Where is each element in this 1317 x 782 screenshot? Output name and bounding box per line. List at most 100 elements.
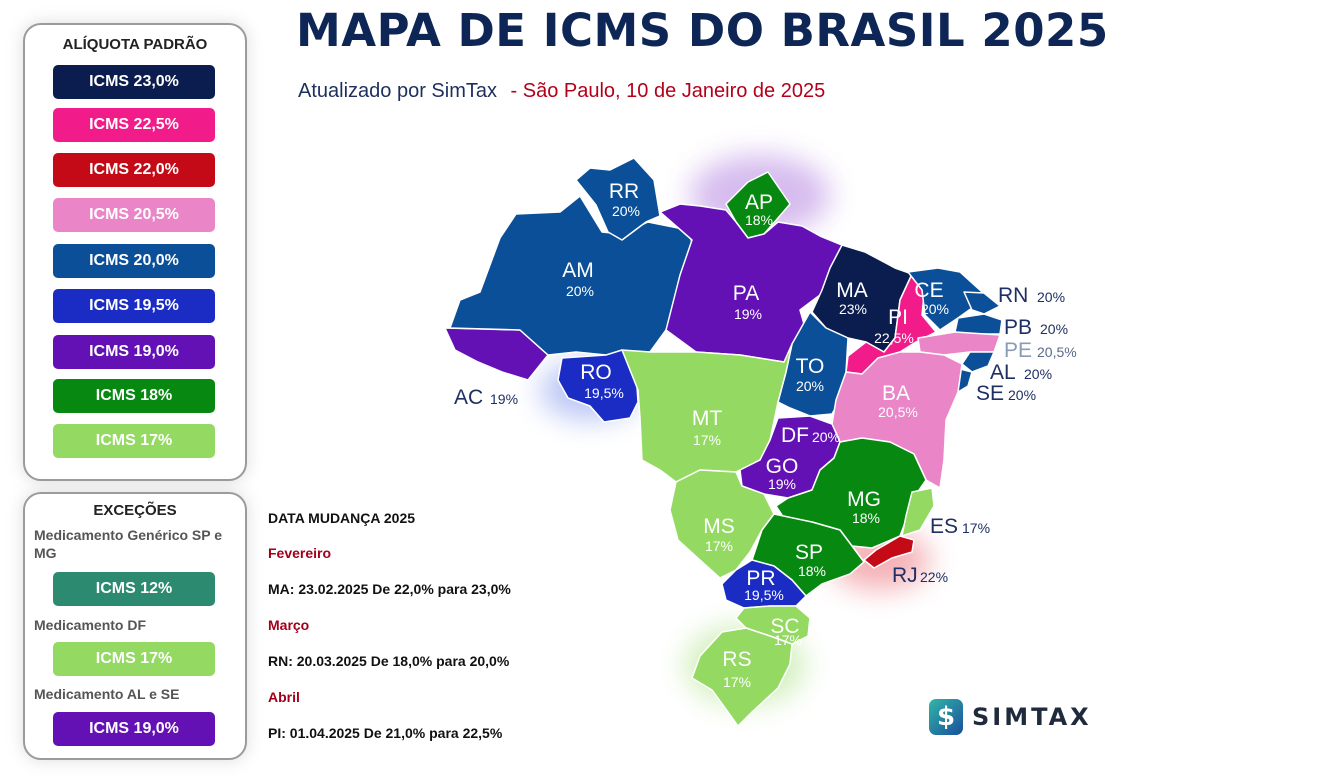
legend-item-icms-19-5: ICMS 19,5% xyxy=(53,289,215,323)
state-code-se: SE xyxy=(976,382,1004,405)
state-shape-ms[interactable] xyxy=(669,469,775,579)
state-code-pe: PE xyxy=(1004,339,1032,362)
state-rate-pi: 22,5% xyxy=(874,330,914,346)
state-rate-pa: 19% xyxy=(734,306,762,322)
state-rate-ms: 17% xyxy=(705,538,733,554)
state-shape-al[interactable] xyxy=(961,351,995,373)
legend-panel: ALÍQUOTA PADRÃO ICMS 23,0% ICMS 22,5% IC… xyxy=(23,23,247,481)
state-rate-pb: 20% xyxy=(1040,321,1068,337)
exceptions-title: EXCEÇÕES xyxy=(93,502,177,519)
change-month-abril: Abril xyxy=(268,689,300,705)
change-month-marco: Março xyxy=(268,617,310,633)
state-code-pb: PB xyxy=(1004,316,1032,339)
state-shape-ro[interactable] xyxy=(557,349,639,423)
state-rate-rs: 17% xyxy=(723,674,751,690)
state-code-ma: MA xyxy=(836,279,868,302)
state-rate-se: 20% xyxy=(1008,387,1036,403)
state-rate-ce: 20% xyxy=(921,301,949,317)
dollar-logo-icon: $ xyxy=(929,699,963,735)
state-rate-rn: 20% xyxy=(1037,289,1065,305)
simtax-logo: $ SIMTAX xyxy=(929,699,1092,735)
state-rate-ba: 20,5% xyxy=(878,404,918,420)
subtitle-date: - São Paulo, 10 de Janeiro de 2025 xyxy=(510,80,826,102)
exceptions-panel: EXCEÇÕES Medicamento Genérico SP e MG IC… xyxy=(23,492,247,760)
subtitle-author: Atualizado por SimTax xyxy=(298,80,497,102)
state-rate-al: 20% xyxy=(1024,366,1052,382)
state-code-ce: CE xyxy=(914,279,943,302)
state-rate-ro: 19,5% xyxy=(584,385,624,401)
state-code-go: GO xyxy=(766,455,799,478)
subtitle: Atualizado por SimTax - São Paulo, 10 de… xyxy=(298,80,825,103)
legend-item-icms-18: ICMS 18% xyxy=(53,379,215,413)
state-rate-mt: 17% xyxy=(693,432,721,448)
state-code-to: TO xyxy=(796,355,825,378)
state-code-mg: MG xyxy=(847,488,881,511)
state-rate-ap: 18% xyxy=(745,212,773,228)
state-rate-pr: 19,5% xyxy=(744,587,784,603)
state-shape-ce[interactable] xyxy=(907,267,983,331)
state-code-ba: BA xyxy=(882,382,910,405)
state-code-am: AM xyxy=(562,259,594,282)
state-rate-mg: 18% xyxy=(852,510,880,526)
state-code-rr: RR xyxy=(609,180,639,203)
legend-title: ALÍQUOTA PADRÃO xyxy=(62,36,208,53)
state-labels: RR 20% AP 18% AM 20% PA 19% MA 23% CE 20… xyxy=(0,0,949,690)
legend-item-icms-22-0: ICMS 22,0% xyxy=(53,153,215,187)
state-rate-df: 20% xyxy=(812,429,840,445)
state-code-sc: SC xyxy=(770,615,799,638)
state-shape-rr[interactable] xyxy=(575,157,661,241)
change-month-fevereiro: Fevereiro xyxy=(268,545,332,561)
state-rate-ac: 19% xyxy=(490,391,518,407)
state-shape-rj[interactable] xyxy=(863,535,915,569)
state-rate-pe: 20,5% xyxy=(1037,344,1077,360)
state-code-ro: RO xyxy=(580,361,612,384)
state-code-rn: RN xyxy=(998,284,1028,307)
exception-pill-icms-12: ICMS 12% xyxy=(53,572,215,606)
state-code-ap: AP xyxy=(745,191,773,214)
map-states xyxy=(444,157,1003,727)
exception-pill-icms-19-0: ICMS 19,0% xyxy=(53,712,215,746)
state-shape-sc[interactable] xyxy=(735,605,811,645)
state-rate-sp: 18% xyxy=(798,563,826,579)
state-shape-rs[interactable] xyxy=(691,627,793,727)
exception-label-al-se: Medicamento AL e SE xyxy=(34,686,180,702)
state-code-sp: SP xyxy=(795,541,823,564)
state-shape-es[interactable] xyxy=(901,487,935,537)
state-code-mt: MT xyxy=(692,407,722,430)
state-shape-rn[interactable] xyxy=(963,291,1001,315)
state-rate-go: 19% xyxy=(768,476,796,492)
legend-item-icms-20-0: ICMS 20,0% xyxy=(53,244,215,278)
page-title: MAPA DE ICMS DO BRASIL 2025 xyxy=(296,4,1109,57)
state-code-pr: PR xyxy=(746,567,775,590)
state-rate-rr: 20% xyxy=(612,203,640,219)
change-entry-rn: RN: 20.03.2025 De 18,0% para 20,0% xyxy=(268,653,510,669)
legend-item-icms-20-5: ICMS 20,5% xyxy=(53,198,215,232)
legend-item-icms-17: ICMS 17% xyxy=(53,424,215,458)
changes-heading: DATA MUDANÇA 2025 xyxy=(268,510,416,526)
legend-item-icms-23-0: ICMS 23,0% xyxy=(53,65,215,99)
state-code-rs: RS xyxy=(722,648,751,671)
state-code-pi: PI xyxy=(888,306,908,329)
state-code-df: DF xyxy=(781,424,809,447)
legend-item-icms-19-0: ICMS 19,0% xyxy=(53,335,215,369)
change-entry-pi: PI: 01.04.2025 De 21,0% para 22,5% xyxy=(268,725,503,741)
state-shape-pb[interactable] xyxy=(954,313,1003,335)
state-rate-es: 17% xyxy=(962,520,990,536)
state-rate-rj: 22% xyxy=(920,569,948,585)
state-rate-ma: 23% xyxy=(839,301,867,317)
state-labels-external: RN 20% PB 20% PE 20,5% AL 20% SE 20% AC … xyxy=(454,284,1077,587)
state-code-rj: RJ xyxy=(892,564,918,587)
state-code-ms: MS xyxy=(703,515,735,538)
state-rate-am: 20% xyxy=(566,283,594,299)
state-code-pa: PA xyxy=(733,282,759,305)
logo-text: SIMTAX xyxy=(972,703,1092,731)
state-rate-sc: 17% xyxy=(774,632,802,648)
exception-pill-icms-17: ICMS 17% xyxy=(53,642,215,676)
change-entry-ma: MA: 23.02.2025 De 22,0% para 23,0% xyxy=(268,581,511,597)
state-code-al: AL xyxy=(990,361,1016,384)
legend-item-icms-22-5: ICMS 22,5% xyxy=(53,108,215,142)
state-code-ac-ext: AC xyxy=(454,386,483,409)
state-rate-to: 20% xyxy=(796,378,824,394)
exception-label-df: Medicamento DF xyxy=(34,617,147,633)
